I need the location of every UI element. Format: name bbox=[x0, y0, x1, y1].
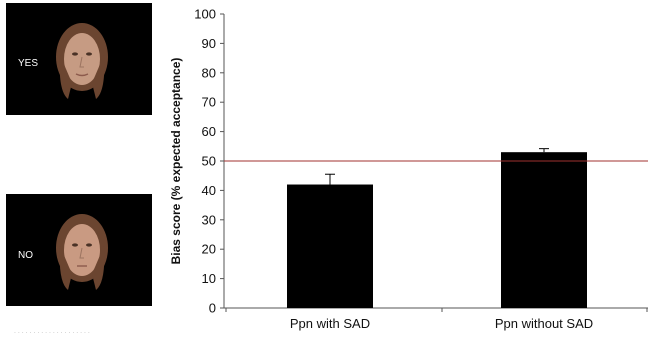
y-tick-label: 50 bbox=[202, 154, 216, 169]
face-image bbox=[56, 214, 108, 290]
no-label: NO bbox=[18, 250, 33, 261]
yes-label: YES bbox=[18, 58, 39, 69]
face-image bbox=[56, 23, 108, 99]
y-tick-label: 100 bbox=[194, 7, 216, 22]
x-tick-label: Ppn with SAD bbox=[290, 316, 370, 331]
y-tick-label: 20 bbox=[202, 242, 216, 257]
stimulus-panel-no: NO bbox=[6, 194, 152, 306]
y-tick-label: 40 bbox=[202, 183, 216, 198]
x-tick-label: Ppn without SAD bbox=[495, 316, 593, 331]
faint-caption: . . . . . . . . . . . . . . . . . . . . bbox=[14, 328, 90, 335]
bar bbox=[287, 184, 373, 308]
y-tick-label: 90 bbox=[202, 36, 216, 51]
chart-svg: 0 10 20 30 40 50 60 70 80 90 100 Bias score (% expe… bbox=[169, 7, 648, 331]
y-tick-label: 80 bbox=[202, 65, 216, 80]
y-tick-label: 60 bbox=[202, 124, 216, 139]
y-axis-title: Bias score (% expected acceptance) bbox=[169, 58, 183, 265]
y-tick-label: 10 bbox=[202, 271, 216, 286]
y-tick-label: 0 bbox=[209, 301, 216, 316]
bar bbox=[501, 152, 587, 308]
y-tick-label: 30 bbox=[202, 212, 216, 227]
bar-chart: 0 10 20 30 40 50 60 70 80 90 100 Bias score (% expe… bbox=[160, 0, 648, 338]
y-tick-label: 70 bbox=[202, 95, 216, 110]
stimulus-panel-yes: YES bbox=[6, 3, 152, 115]
